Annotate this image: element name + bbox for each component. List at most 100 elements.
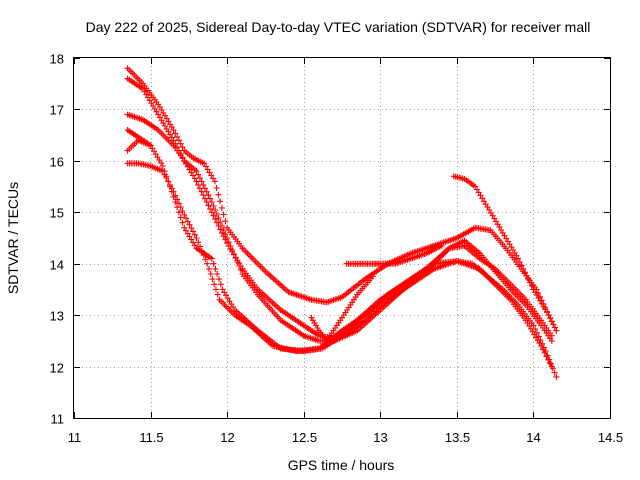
data-point — [170, 137, 177, 144]
series-track-2 — [124, 75, 555, 344]
series-track-5 — [124, 160, 560, 380]
data-point — [220, 211, 227, 218]
data-point — [553, 327, 560, 334]
data-point — [215, 215, 222, 221]
data-point — [211, 178, 218, 185]
data-point — [220, 227, 227, 233]
data-point — [553, 373, 560, 380]
plot-frame — [73, 57, 611, 419]
data-point — [210, 212, 217, 219]
data-point — [195, 171, 202, 178]
data-point — [175, 209, 182, 216]
data-point — [202, 185, 208, 192]
x-tick-label: 11.5 — [139, 430, 163, 445]
data-point — [172, 130, 179, 137]
data-point — [208, 255, 215, 262]
data-point — [217, 219, 224, 225]
x-tick-label: 13.5 — [445, 430, 470, 445]
data-point — [181, 211, 188, 218]
data-point — [532, 326, 539, 333]
data-point — [177, 140, 184, 147]
data-point — [191, 231, 198, 238]
data-point — [215, 191, 222, 198]
data-point — [208, 209, 215, 216]
data-point — [175, 137, 182, 144]
data-point — [548, 318, 555, 325]
data-point — [544, 352, 551, 359]
data-point — [170, 188, 177, 195]
y-tick-label: 11 — [51, 412, 65, 427]
data-point — [159, 168, 166, 175]
x-tick-label: 12 — [220, 430, 234, 445]
data-point — [207, 195, 214, 202]
data-point — [202, 256, 209, 263]
data-point — [535, 333, 542, 340]
series-track-7 — [308, 273, 376, 344]
data-point — [161, 171, 168, 178]
data-point — [196, 175, 203, 181]
x-tick-label: 13 — [373, 430, 387, 445]
series-track-9 — [450, 173, 560, 334]
data-point — [218, 204, 225, 211]
y-tick-label: 12 — [50, 361, 64, 376]
data-point — [168, 185, 175, 192]
data-point — [179, 219, 186, 226]
data-point — [539, 340, 546, 347]
data-point — [183, 215, 189, 222]
data-point — [184, 218, 191, 225]
data-point — [520, 265, 527, 272]
data-point — [190, 228, 196, 235]
data-point — [214, 291, 221, 298]
data-point — [216, 276, 222, 283]
data-point — [548, 361, 554, 367]
data-point — [225, 239, 232, 245]
data-marks — [124, 65, 560, 380]
data-point — [206, 265, 212, 272]
data-point — [207, 205, 214, 212]
data-point — [177, 204, 184, 211]
data-point — [438, 242, 445, 249]
data-point — [227, 243, 234, 249]
data-point — [207, 271, 214, 277]
data-point — [209, 276, 216, 283]
y-axis-label: SDTVAR / TECUs — [5, 182, 21, 294]
data-point — [224, 235, 231, 241]
data-point — [170, 127, 177, 133]
data-point — [229, 247, 236, 253]
data-point — [200, 252, 207, 259]
data-point — [525, 276, 532, 283]
data-point — [203, 199, 210, 205]
data-point — [211, 281, 218, 288]
data-point — [533, 329, 540, 336]
data-point — [232, 255, 239, 261]
data-point — [193, 178, 200, 185]
data-point — [547, 360, 553, 367]
data-point — [213, 211, 220, 217]
data-point — [550, 321, 557, 328]
data-point — [177, 214, 184, 221]
data-point — [212, 265, 219, 272]
data-point — [217, 226, 224, 233]
data-point — [186, 221, 193, 228]
data-point — [545, 312, 552, 319]
data-point — [179, 208, 186, 214]
data-point — [530, 322, 537, 329]
series-track-1 — [124, 65, 560, 334]
data-point — [527, 279, 533, 286]
data-point — [548, 332, 555, 339]
data-point — [200, 192, 207, 199]
y-tick-label: 17 — [50, 103, 64, 118]
data-point — [165, 178, 172, 185]
x-tick-label: 12.5 — [292, 430, 317, 445]
data-point — [195, 181, 202, 188]
data-point — [179, 144, 186, 151]
data-point — [540, 344, 547, 351]
data-point — [548, 337, 555, 344]
x-axis-label: GPS time / hours — [288, 457, 395, 473]
y-tick-label: 16 — [50, 155, 64, 170]
data-point — [147, 142, 154, 149]
data-point — [523, 272, 530, 279]
data-point — [528, 283, 535, 289]
data-point — [203, 188, 210, 195]
